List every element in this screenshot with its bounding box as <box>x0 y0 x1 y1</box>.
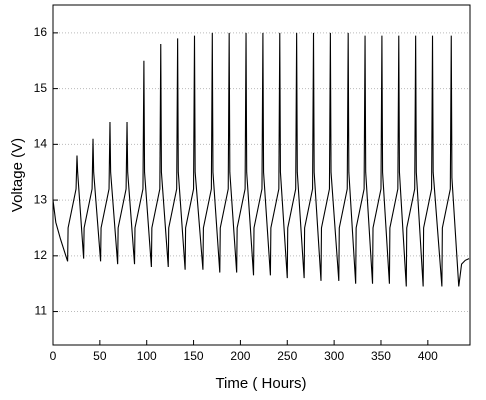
plot-frame <box>52 4 471 346</box>
x-tick-label: 0 <box>50 349 57 363</box>
y-axis-label: Voltage (V) <box>9 138 26 212</box>
x-tick-label: 350 <box>371 349 391 363</box>
x-tick-label: 300 <box>324 349 344 363</box>
x-tick-label: 50 <box>93 349 107 363</box>
x-tick-label: 200 <box>230 349 250 363</box>
y-tick-label: 13 <box>34 192 48 206</box>
x-tick-label: 250 <box>277 349 297 363</box>
x-tick-label: 400 <box>418 349 438 363</box>
y-tick-label: 12 <box>34 248 48 262</box>
y-tick-label: 15 <box>34 81 48 95</box>
x-tick-label: 150 <box>184 349 204 363</box>
x-tick-label: 100 <box>137 349 157 363</box>
line <box>52 32 470 287</box>
y-tick-label: 16 <box>34 25 48 39</box>
y-tick-label: 11 <box>35 304 48 318</box>
x-axis-label: Time ( Hours) <box>215 375 306 392</box>
y-tick-label: 14 <box>34 137 48 151</box>
